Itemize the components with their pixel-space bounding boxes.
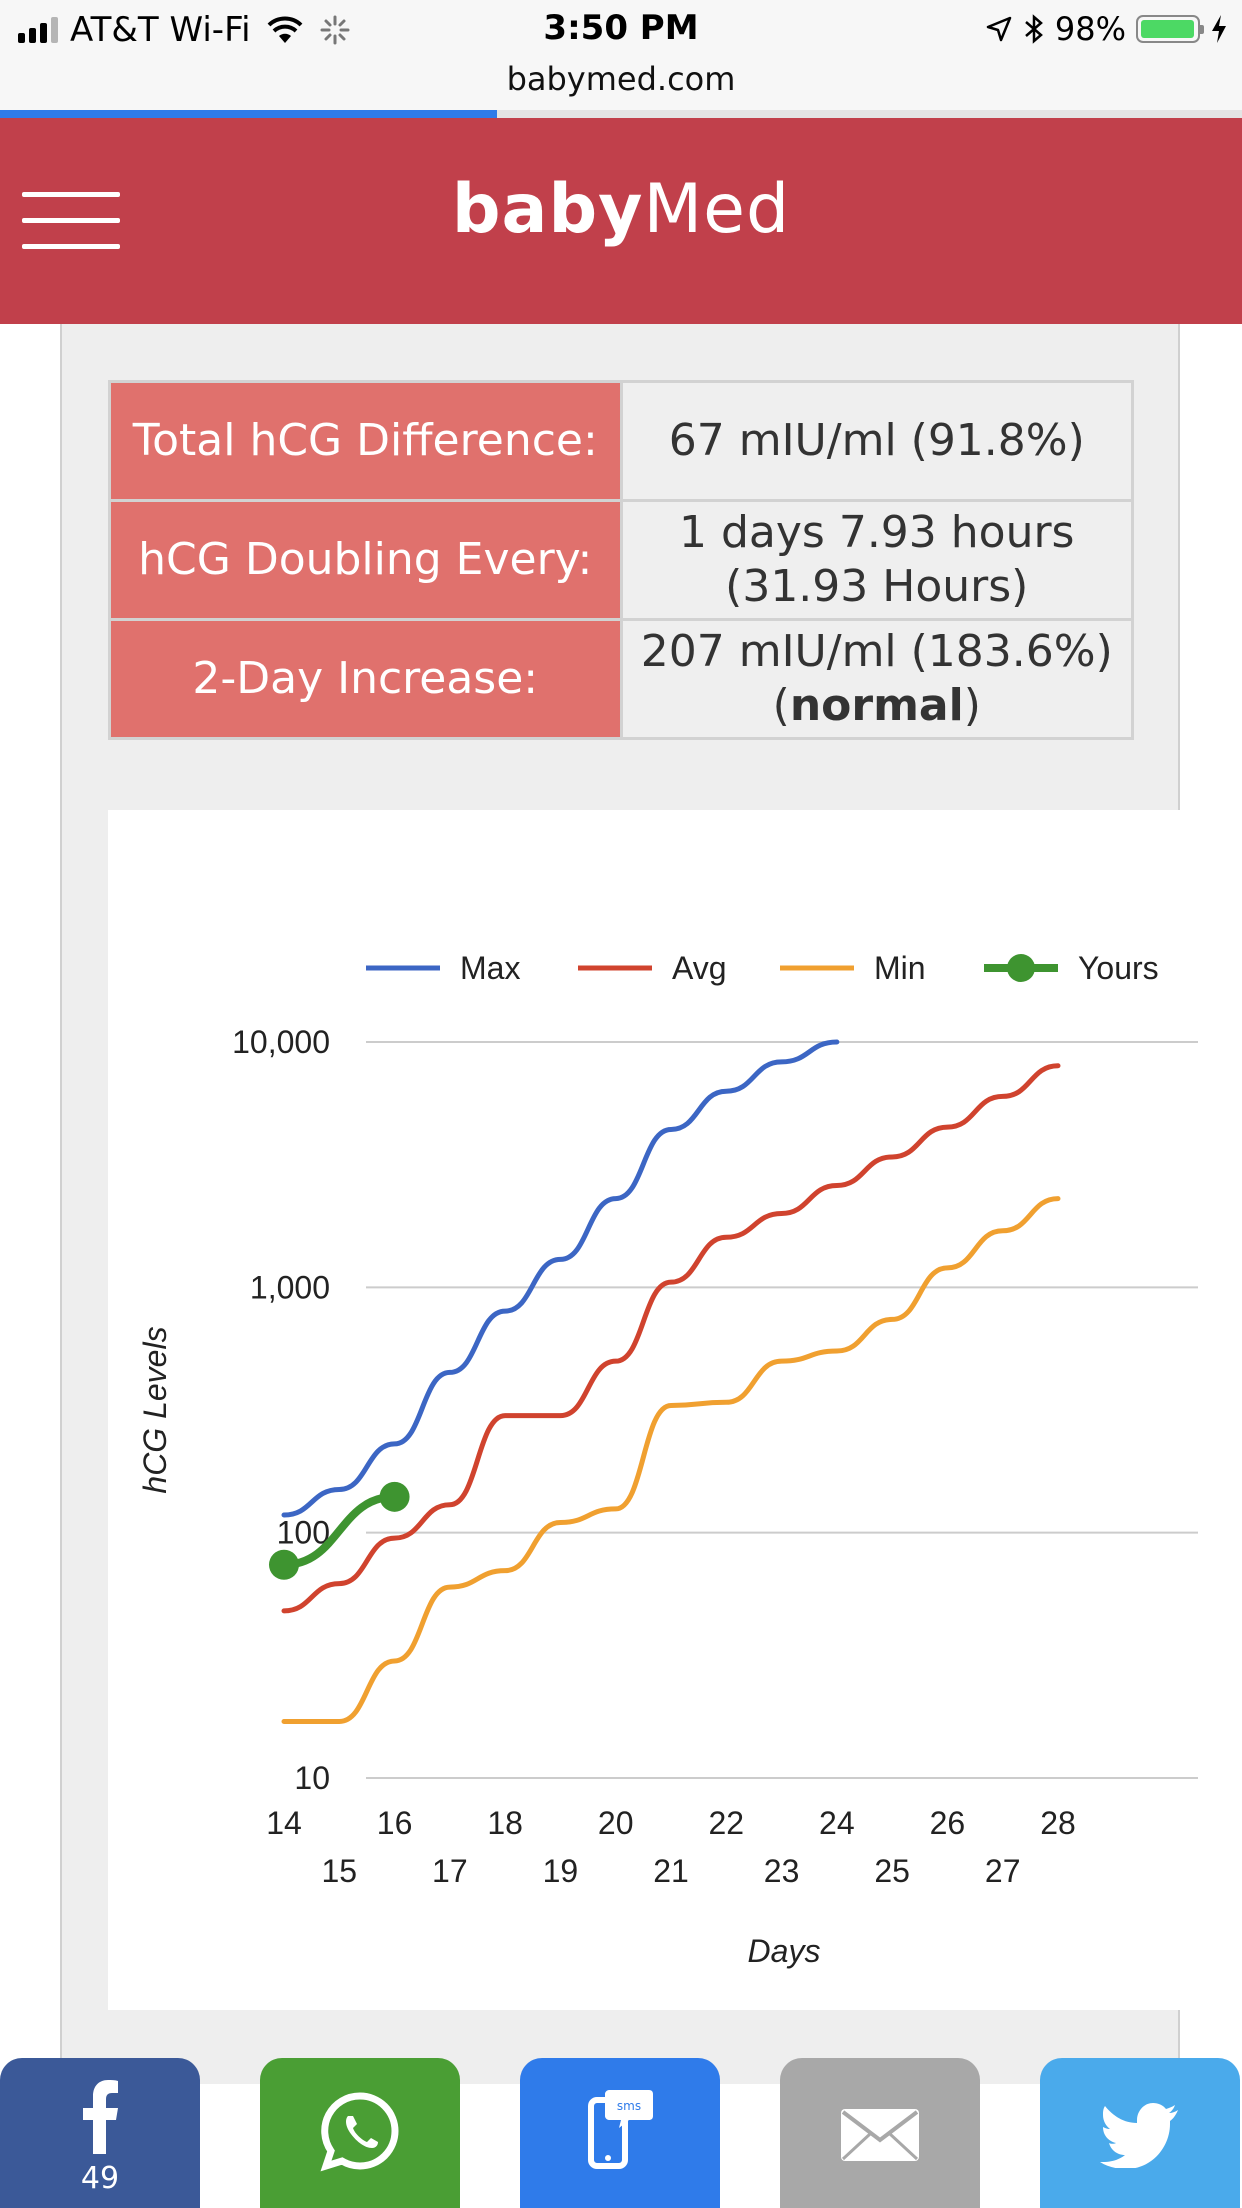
wifi-icon [267, 16, 302, 43]
facebook-icon [83, 2080, 118, 2154]
doubling-time-label: hCG Doubling Every: [108, 499, 623, 621]
url-bar[interactable]: babymed.com [0, 62, 1242, 110]
hcg-chart-svg: 10 100 1,000 10,000 14 15 16 17 18 19 20 21 22 23 24 25… [137, 950, 1198, 1969]
facebook-share-count: 49 [80, 2161, 120, 2196]
data-point-yours [269, 1549, 299, 1580]
carrier-label: AT&T Wi-Fi [70, 10, 251, 50]
x-tick-label: 28 [1040, 1805, 1076, 1841]
x-tick-label: 19 [543, 1853, 579, 1889]
whatsapp-share-button[interactable] [260, 2058, 460, 2208]
email-icon [841, 2109, 919, 2161]
y-tick-label: 1,000 [250, 1269, 330, 1305]
twitter-share-button[interactable] [1040, 2058, 1240, 2208]
series-line-yours [280, 1492, 399, 1569]
y-tick-label: 10 [294, 1760, 330, 1796]
email-share-button[interactable] [780, 2058, 980, 2208]
series-line-max [281, 1039, 840, 1518]
share-bar: 49 sms [0, 2058, 1242, 2208]
logo-regular-part: Med [643, 170, 791, 249]
legend-label: Min [874, 950, 926, 986]
site-logo[interactable]: babyMed [0, 170, 1242, 249]
x-tick-label: 27 [985, 1853, 1021, 1889]
sms-share-button[interactable]: sms [520, 2058, 720, 2208]
two-day-increase-prefix: 207 mIU/ml (183.6%) ( [640, 626, 1113, 731]
facebook-share-button[interactable]: 49 [0, 2058, 200, 2208]
legend-label: Max [460, 950, 520, 986]
two-day-increase-status: normal [789, 680, 964, 731]
battery-percent: 98% [1054, 10, 1126, 48]
y-tick-label: 100 [277, 1515, 330, 1551]
two-day-increase-value: 207 mIU/ml (183.6%) (normal) [619, 618, 1134, 740]
sms-icon-label: sms [617, 2099, 641, 2113]
two-day-increase-label: 2-Day Increase: [108, 618, 623, 740]
two-day-increase-suffix: ) [963, 680, 981, 731]
legend-marker [1007, 954, 1035, 982]
location-arrow-icon [986, 16, 1012, 42]
site-header: babyMed [0, 118, 1242, 324]
logo-bold-part: baby [451, 170, 644, 249]
x-tick-label: 15 [321, 1853, 357, 1889]
bluetooth-icon [1025, 14, 1043, 44]
twitter-icon [1100, 2103, 1178, 2168]
x-tick-label: 16 [377, 1805, 413, 1841]
table-row: 2-Day Increase: 207 mIU/ml (183.6%) (nor… [108, 618, 1134, 740]
x-tick-label: 23 [764, 1853, 800, 1889]
y-tick-label: 10,000 [232, 1024, 330, 1060]
x-tick-label: 21 [653, 1853, 689, 1889]
x-tick-label: 24 [819, 1805, 855, 1841]
x-tick-label: 22 [708, 1805, 744, 1841]
x-tick-label: 25 [874, 1853, 910, 1889]
x-tick-label: 18 [487, 1805, 523, 1841]
legend-label: Yours [1078, 950, 1159, 986]
doubling-time-value: 1 days 7.93 hours (31.93 Hours) [619, 499, 1134, 621]
x-tick-label: 20 [598, 1805, 634, 1841]
clock: 3:50 PM [543, 8, 699, 48]
cell-signal-icon [18, 17, 58, 43]
loading-spinner-icon [320, 15, 350, 45]
legend-label: Avg [672, 950, 727, 986]
series-line-avg [281, 1063, 1061, 1614]
x-axis-label: Days [748, 1933, 821, 1969]
status-left: AT&T Wi-Fi [18, 10, 351, 50]
status-right: 98% [985, 10, 1228, 48]
total-difference-value: 67 mIU/ml (91.8%) [619, 380, 1134, 502]
table-row: Total hCG Difference: 67 mIU/ml (91.8%) [108, 380, 1134, 502]
table-row: hCG Doubling Every: 1 days 7.93 hours (3… [108, 499, 1134, 621]
sms-icon: sms [588, 2090, 653, 2169]
hamburger-menu-icon[interactable] [22, 192, 122, 252]
whatsapp-icon [320, 2092, 399, 2172]
hcg-chart: 10 100 1,000 10,000 14 15 16 17 18 19 20 21 22 23 24 25… [108, 810, 1242, 2010]
hcg-results-table: Total hCG Difference: 67 mIU/ml (91.8%) … [108, 380, 1134, 740]
total-difference-label: Total hCG Difference: [108, 380, 623, 502]
charging-bolt-icon [1212, 15, 1226, 43]
battery-icon [1136, 15, 1204, 43]
x-tick-label: 17 [432, 1853, 468, 1889]
page-load-progress [0, 110, 1242, 118]
status-bar: AT&T Wi-Fi 3:50 PM 98% [0, 0, 1242, 62]
data-point-yours [379, 1481, 410, 1512]
y-axis-label: hCG Levels [137, 1326, 173, 1493]
x-tick-label: 26 [930, 1805, 966, 1841]
series-line-min [281, 1196, 1061, 1724]
x-tick-label: 14 [266, 1805, 302, 1841]
